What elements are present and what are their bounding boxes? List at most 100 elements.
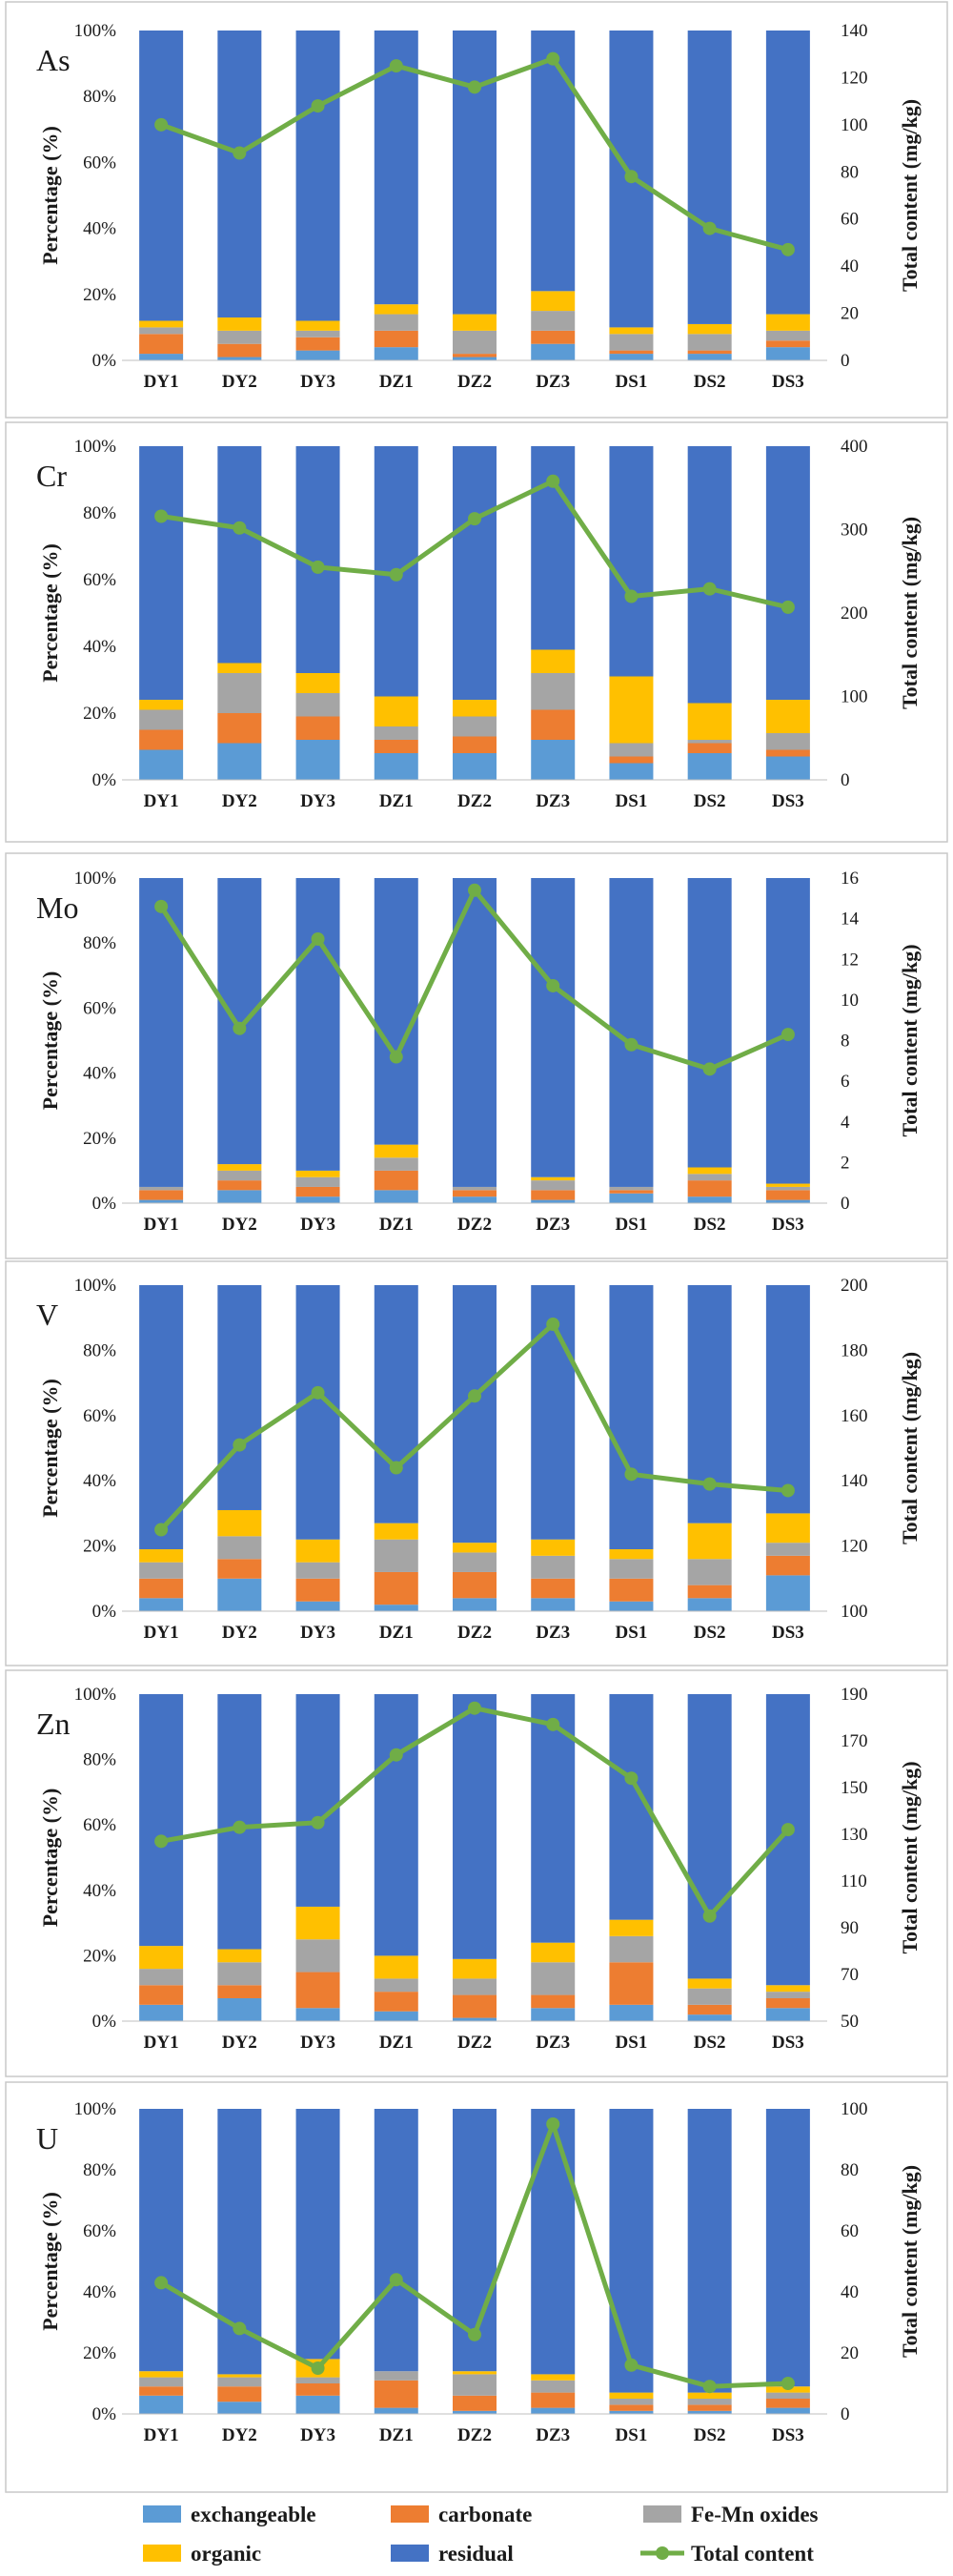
- bar-exchangeable-dy1: [139, 2004, 184, 2021]
- bar-carbonate-dy3: [295, 1972, 340, 2009]
- bar-fe-mn-oxides-dy2: [217, 1170, 262, 1181]
- y-tick-label: 100%: [74, 21, 117, 41]
- total-content-point-dz3: [546, 1318, 560, 1332]
- x-tick-label: DZ1: [379, 1623, 414, 1643]
- bar-carbonate-dy1: [139, 1985, 184, 2005]
- bar-carbonate-ds1: [609, 1190, 654, 1194]
- bar-residual-dz1: [374, 1285, 418, 1523]
- bar-exchangeable-dy1: [139, 1598, 184, 1611]
- y2-tick-label: 8: [841, 1032, 850, 1052]
- y-tick-label: 40%: [83, 1881, 116, 1901]
- y-tick-label: 80%: [83, 2160, 116, 2180]
- bar-carbonate-dz3: [531, 1190, 576, 1200]
- total-content-point-ds2: [702, 1909, 717, 1923]
- bar-exchangeable-ds3: [765, 756, 810, 780]
- y2-axis-title: Total content (mg/kg): [898, 99, 922, 292]
- y2-tick-label: 0: [841, 770, 850, 790]
- bar-fe-mn-oxides-dy1: [139, 1562, 184, 1579]
- bar-residual-dz2: [453, 2109, 497, 2372]
- total-content-point-dy3: [311, 560, 325, 574]
- bar-exchangeable-dz3: [531, 1598, 576, 1611]
- bar-carbonate-ds1: [609, 1962, 654, 2005]
- bar-fe-mn-oxides-ds3: [765, 1543, 810, 1556]
- bar-organic-ds3: [765, 1513, 810, 1544]
- y-tick-label: 0%: [92, 2404, 117, 2424]
- bar-carbonate-dy2: [217, 343, 262, 358]
- bar-exchangeable-dz2: [453, 2017, 497, 2021]
- element-label: Mo: [36, 890, 78, 925]
- bar-carbonate-ds3: [765, 1997, 810, 2009]
- legend: exchangeable carbonate Fe-Mn oxides organic…: [143, 2503, 819, 2566]
- panel-as: As 0% 20% 40% 60% 80% 100% 0 20 40 60 80 100 120 140 Pe…: [5, 1, 948, 419]
- bar-carbonate-dz1: [374, 1992, 418, 2012]
- bar-residual-dy2: [217, 31, 262, 318]
- x-tick-label: DZ1: [379, 1215, 414, 1235]
- bar-organic-dz1: [374, 696, 418, 726]
- legend-item-residual: residual: [391, 2542, 514, 2566]
- bar-organic-dy3: [295, 673, 340, 693]
- y2-tick-label: 190: [841, 1685, 868, 1705]
- panel-zn: Zn 0% 20% 40% 60% 80% 100% 50 70 90 110 130 150 170 19…: [5, 1669, 948, 2077]
- x-tick-label: DS3: [772, 1623, 804, 1643]
- bar-fe-mn-oxides-dy1: [139, 2377, 184, 2387]
- x-tick-label: DY1: [144, 1623, 179, 1643]
- y2-tick-label: 70: [841, 1965, 859, 1985]
- bar-residual-dy1: [139, 878, 184, 1187]
- y-axis-title: Percentage (%): [38, 543, 62, 683]
- y2-tick-label: 200: [841, 603, 868, 624]
- bar-exchangeable-dy2: [217, 357, 262, 360]
- bar-exchangeable-dy2: [217, 1578, 262, 1611]
- y-axis-title: Percentage (%): [38, 1789, 62, 1928]
- bar-residual-dy2: [217, 878, 262, 1165]
- y2-tick-label: 0: [841, 1194, 850, 1214]
- bar-residual-dz2: [453, 1285, 497, 1544]
- y2-tick-label: 180: [841, 1340, 868, 1360]
- bar-residual-ds1: [609, 446, 654, 677]
- total-content-point-dz2: [468, 512, 481, 526]
- x-tick-label: DZ1: [379, 791, 414, 811]
- bar-carbonate-dz1: [374, 330, 418, 348]
- y2-tick-label: 200: [841, 1276, 868, 1296]
- y2-tick-label: 40: [841, 2282, 859, 2302]
- bar-exchangeable-dy3: [295, 1196, 340, 1203]
- bar-fe-mn-oxides-dz2: [453, 1552, 497, 1572]
- x-tick-label: DY1: [144, 791, 179, 811]
- legend-label: exchangeable: [191, 2503, 316, 2526]
- y2-tick-label: 16: [841, 869, 859, 889]
- bar-fe-mn-oxides-dy1: [139, 1186, 184, 1191]
- bar-organic-dy1: [139, 700, 184, 710]
- x-tick-label: DS1: [616, 372, 648, 392]
- x-tick-label: DY3: [300, 1623, 335, 1643]
- bar-residual-dz3: [531, 31, 576, 292]
- y-axis-title: Percentage (%): [38, 126, 62, 265]
- y2-tick-label: 120: [841, 1537, 868, 1557]
- bar-exchangeable-dy3: [295, 2395, 340, 2414]
- x-tick-label: DZ3: [536, 2425, 570, 2445]
- y2-tick-label: 150: [841, 1778, 868, 1798]
- bar-fe-mn-oxides-dy2: [217, 2377, 262, 2387]
- bar-organic-dy2: [217, 663, 262, 673]
- bar-fe-mn-oxides-ds1: [609, 1186, 654, 1191]
- y2-tick-label: 140: [841, 1471, 868, 1491]
- y2-tick-label: 90: [841, 1918, 859, 1938]
- bar-residual-ds3: [765, 1285, 810, 1514]
- x-tick-label: DY1: [144, 1215, 179, 1235]
- y2-tick-label: 40: [841, 256, 859, 276]
- y-tick-label: 40%: [83, 219, 116, 239]
- y2-tick-label: 110: [841, 1871, 867, 1891]
- bar-carbonate-ds2: [687, 743, 732, 753]
- total-content-point-dz2: [468, 1389, 481, 1403]
- total-content-point-dz3: [546, 2117, 560, 2131]
- bar-exchangeable-ds3: [765, 347, 810, 360]
- bar-organic-dy1: [139, 2371, 184, 2378]
- bar-carbonate-dz1: [374, 1571, 418, 1605]
- bar-residual-ds2: [687, 2109, 732, 2393]
- x-tick-label: DZ1: [379, 372, 414, 392]
- bar-organic-dz3: [531, 649, 576, 673]
- y-tick-label: 60%: [83, 1815, 116, 1835]
- bar-exchangeable-ds1: [609, 2004, 654, 2021]
- bar-residual-ds3: [765, 446, 810, 700]
- element-label: Cr: [36, 459, 67, 493]
- bar-residual-dz1: [374, 2109, 418, 2372]
- x-tick-label: DY2: [222, 791, 257, 811]
